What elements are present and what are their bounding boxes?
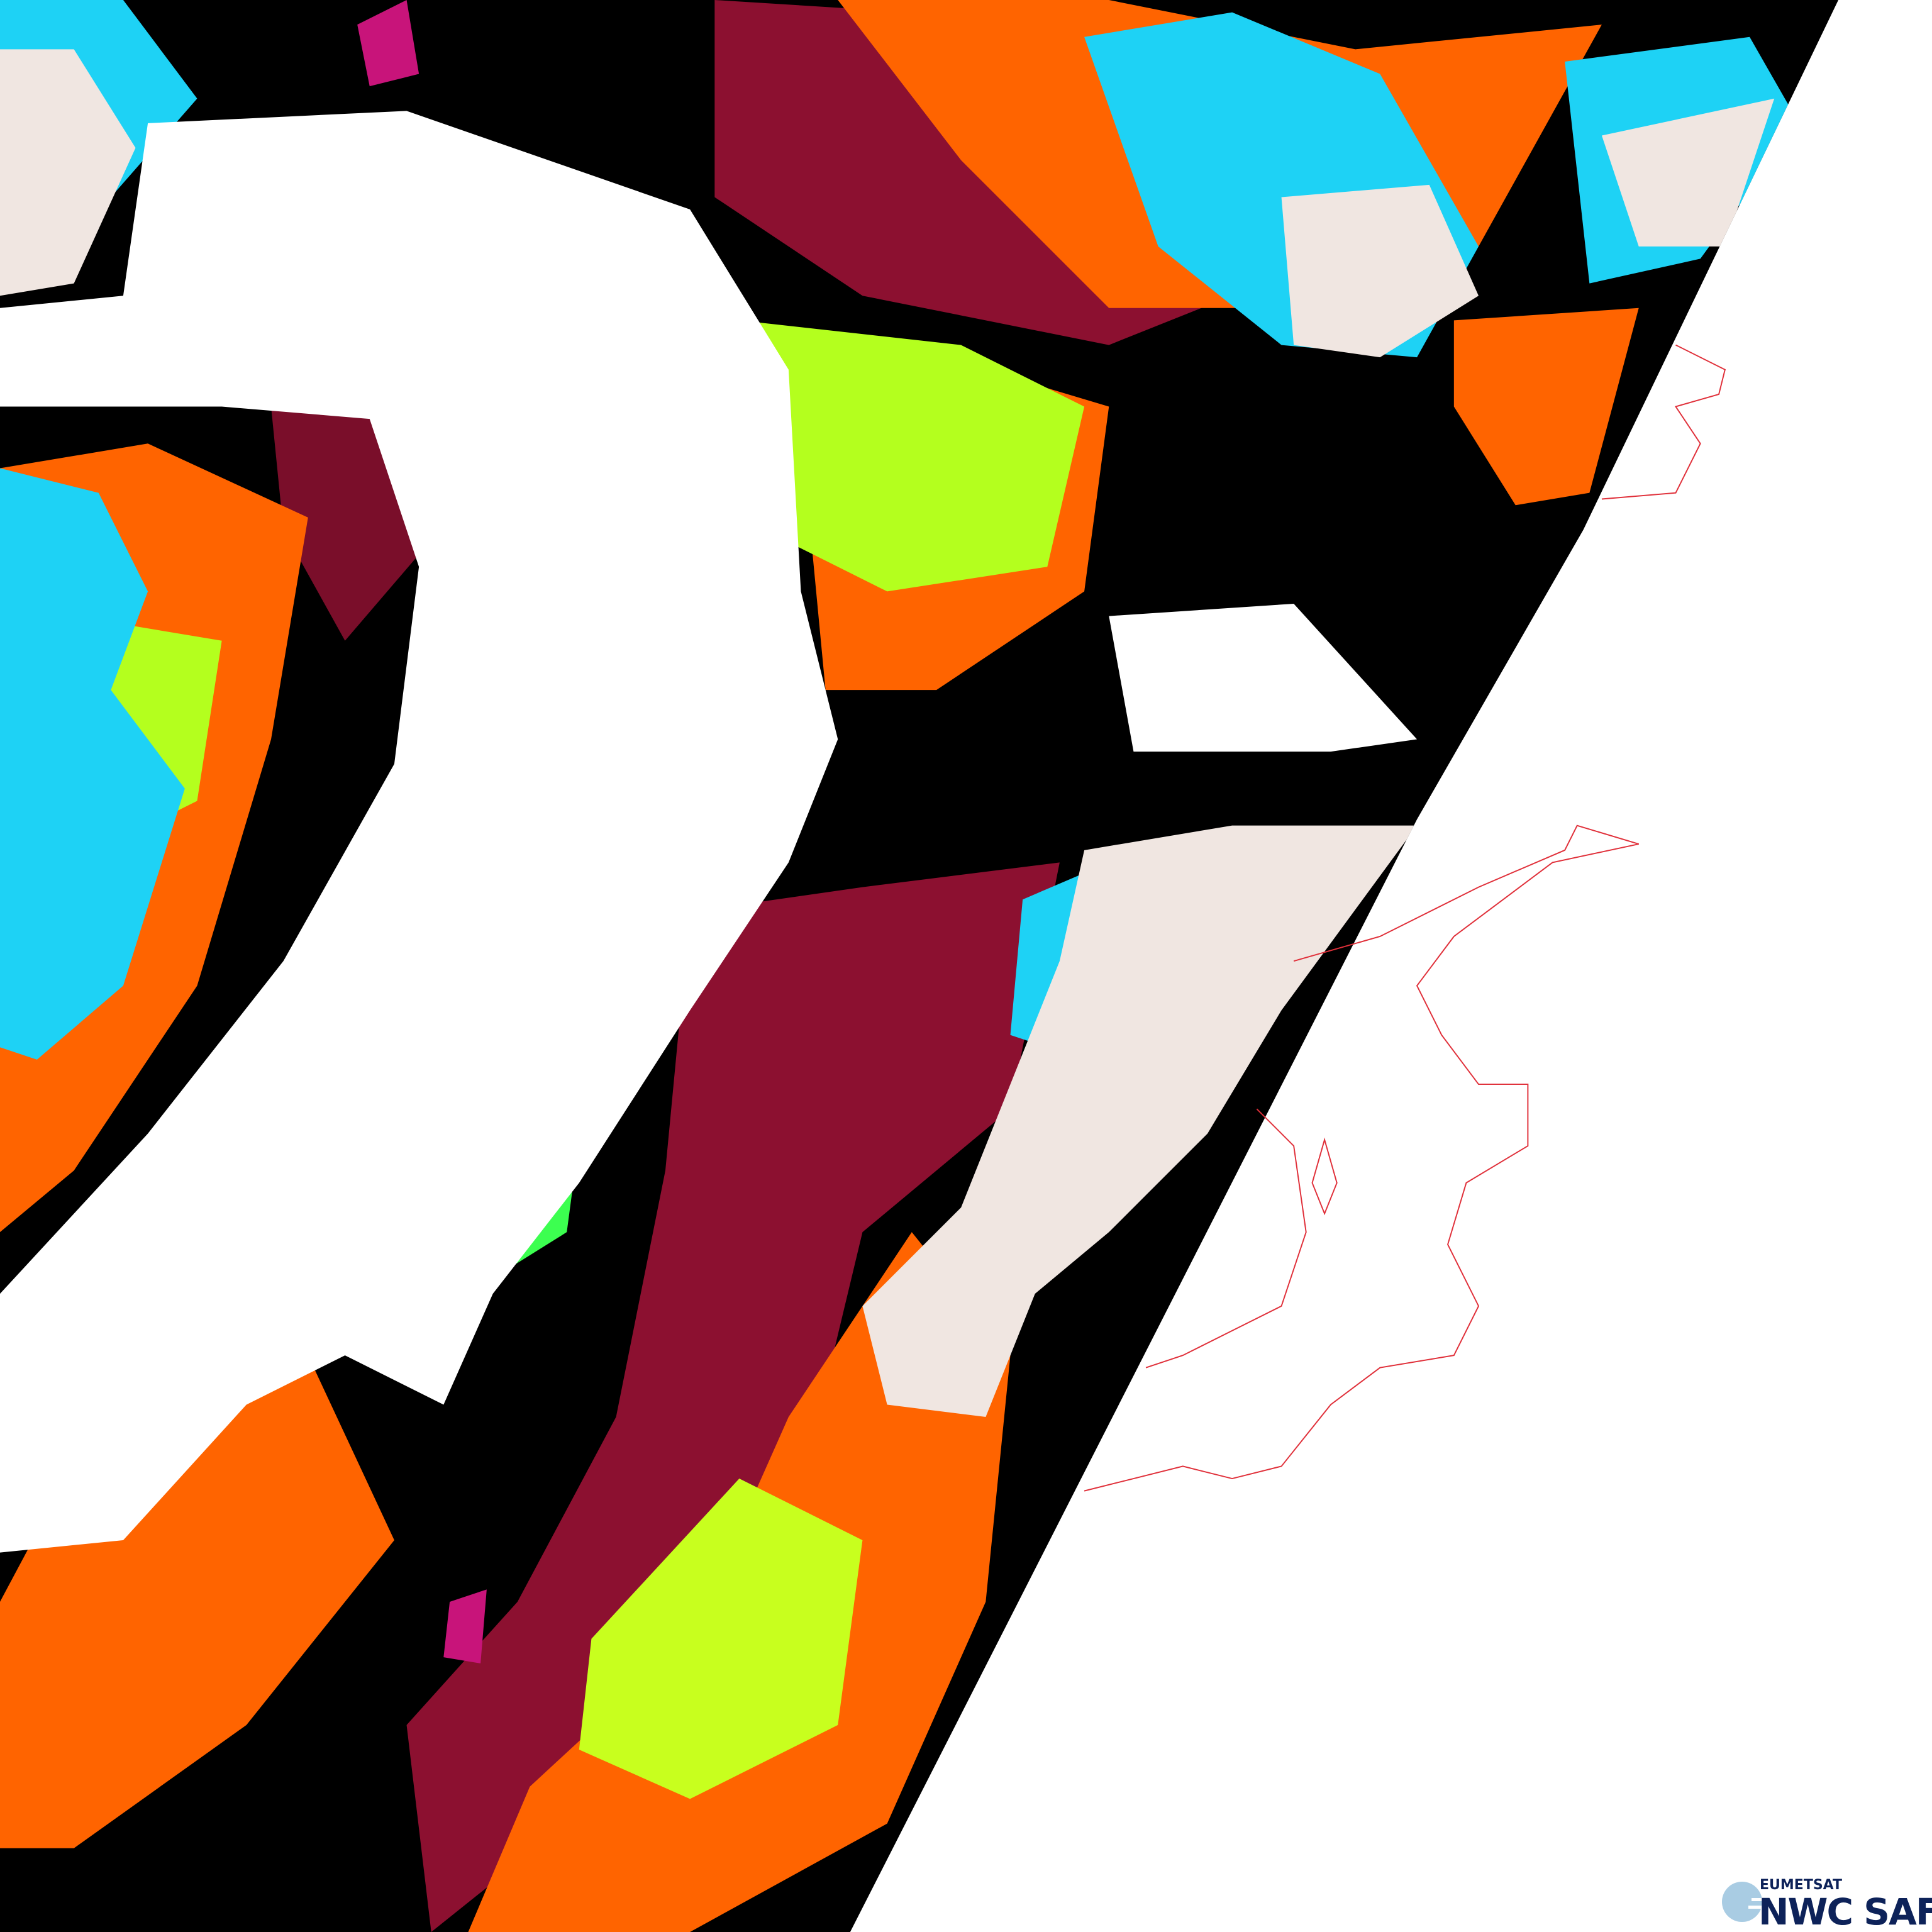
globe-icon — [1722, 1882, 1762, 1922]
region-white-cloud — [0, 49, 136, 296]
region-yellow-green — [579, 1479, 863, 1799]
nwc-saf-logo: EUMETSAT NWC SAF — [1722, 1877, 1932, 1932]
region-orange — [1453, 308, 1639, 506]
region-white-cloud — [1109, 604, 1418, 752]
region-yellow-green — [739, 320, 1085, 592]
region-magenta — [443, 1589, 487, 1663]
region-white-cloud — [0, 111, 838, 1553]
region-magenta — [357, 0, 419, 87]
logo-product-text: NWC SAF — [1758, 1890, 1932, 1932]
region-white-cloud — [1281, 184, 1479, 358]
region-dark-red — [406, 862, 1060, 1932]
region-white-cloud — [1601, 98, 1775, 247]
coastlines — [1084, 344, 1726, 1492]
region-cyan — [0, 468, 185, 1060]
region-white-cloud — [862, 825, 1418, 1418]
logo-org-text: EUMETSAT — [1760, 1877, 1842, 1893]
